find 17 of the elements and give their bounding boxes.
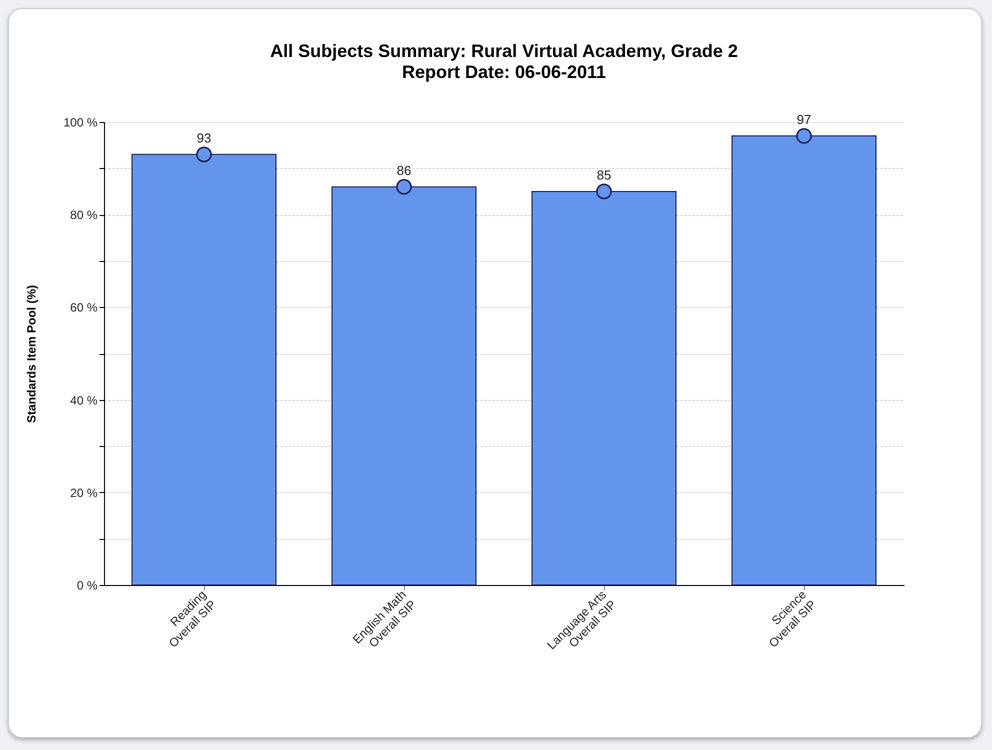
y-axis-title: Standards Item Pool (%) [24, 284, 38, 424]
y-tick-label: 60 % [70, 300, 98, 315]
data-label: 97 [796, 112, 812, 127]
y-tick-label: 100 % [63, 116, 98, 130]
y-tick-label: 0 % [76, 578, 98, 592]
chart-subtitle: Report Date: 06-06-2011 [402, 62, 606, 82]
point [396, 179, 412, 195]
point [596, 184, 612, 200]
data-label: 93 [196, 130, 212, 146]
point [196, 146, 212, 162]
y-tick-label: 20 % [70, 486, 98, 500]
point [796, 128, 812, 144]
y-tick-label: 80 % [70, 208, 98, 222]
y-tick-label: 40 % [70, 393, 98, 408]
data-label: 86 [396, 162, 412, 178]
chart-title: All Subjects Summary: Rural Virtual Academy, Grade 2 [270, 40, 738, 61]
data-label: 85 [596, 167, 612, 182]
